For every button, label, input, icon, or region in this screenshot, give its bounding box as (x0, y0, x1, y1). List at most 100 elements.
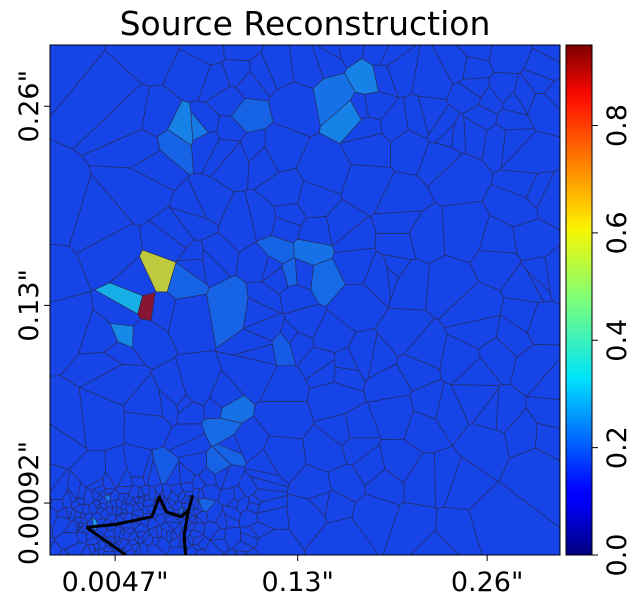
y-tick-label: 0.26" (14, 70, 45, 143)
pixel-cell (137, 536, 144, 545)
colorbar-tick-label: 0.2 (602, 426, 633, 469)
pixel-cell (97, 547, 105, 555)
pixel-cell (431, 45, 468, 85)
pixel-cell (78, 526, 83, 532)
pixel-cell (209, 538, 230, 555)
pixel-cell (490, 169, 538, 199)
pixel-cell (224, 513, 240, 529)
pixel-cell (154, 490, 162, 500)
pixel-cell (192, 523, 206, 534)
pixel-cell (223, 45, 265, 62)
colorbar-tick-label: 0.8 (602, 104, 633, 147)
pixel-cell (104, 444, 127, 489)
pixel-cell (333, 346, 359, 371)
pixel-cell (164, 515, 182, 524)
pixel-cell (244, 468, 290, 488)
pixel-cell (233, 550, 249, 555)
pixel-cell (176, 239, 204, 262)
pixel-cell (488, 45, 533, 75)
pixel-cell-highlighted (312, 72, 356, 127)
pixel-cell (135, 530, 148, 539)
pixel-cell (434, 123, 455, 148)
colorbar-tick-label: 0.6 (602, 211, 633, 254)
pixel-cell-highlighted (109, 323, 134, 349)
pixel-cell (96, 507, 106, 515)
pixel-cell (176, 394, 194, 414)
colorbar-ticks: 0.0 0.2 0.4 0.6 0.8 (592, 104, 633, 576)
pixel-cell (302, 423, 347, 473)
pixel-cell (297, 346, 336, 381)
pixel-cell (361, 45, 390, 66)
pixel-cell (77, 481, 87, 499)
pixel-cell (114, 536, 122, 544)
pixel-cell (105, 535, 116, 543)
pixel-cell-highlighted (281, 257, 298, 287)
pixel-cell (544, 244, 560, 305)
pixel-cell (177, 489, 186, 503)
pixel-cell (495, 383, 527, 434)
pixel-cell (324, 489, 356, 524)
pixel-cell (93, 547, 97, 554)
pixel-cell-highlighted (198, 497, 217, 513)
pixel-cell-highlighted (151, 446, 180, 484)
pixel-cell (75, 531, 87, 544)
colorbar-tick-label: 0.0 (602, 534, 633, 577)
pixel-cell (139, 542, 149, 555)
pixel-cell (133, 496, 140, 505)
y-tick-label: 0.13" (14, 269, 45, 342)
pixel-cell (104, 45, 180, 87)
pixel-cell-highlighted (156, 129, 194, 176)
colorbar-tick-label: 0.4 (602, 319, 633, 362)
x-tick-label: 0.13" (261, 567, 334, 598)
pixel-cell (132, 509, 145, 518)
caustic-line-1 (86, 494, 195, 529)
x-axis-ticks: 0.0047" 0.13" 0.26" (62, 555, 524, 598)
pixel-cell (102, 550, 115, 555)
pixel-cell (67, 488, 77, 504)
voronoi-cells (50, 45, 560, 555)
pixel-cell (131, 522, 141, 531)
pixel-cell-highlighted (231, 98, 274, 133)
pixel-cell (382, 254, 412, 279)
pixel-cell (188, 514, 196, 524)
pixel-cell (500, 262, 545, 303)
pixel-cell (235, 495, 250, 514)
pixel-cell-highlighted (178, 505, 184, 514)
y-axis-ticks: 0.00092" 0.13" 0.26" (14, 70, 50, 565)
pixel-cell-highlighted (104, 494, 111, 503)
pixel-cell (435, 507, 483, 555)
pixel-cell (50, 243, 92, 303)
plot-frame (49, 44, 561, 556)
pixel-cell (396, 353, 442, 392)
colorbar: 0.0 0.2 0.4 0.6 0.8 (565, 44, 633, 576)
y-tick-label: 0.00092" (14, 441, 45, 565)
pixel-cell (351, 443, 386, 487)
pixel-cell (209, 141, 249, 192)
plot-area (50, 45, 560, 555)
pixel-cell-highlighted (137, 292, 156, 321)
x-tick-label: 0.0047" (62, 567, 169, 598)
pixel-cell (306, 381, 367, 422)
pixel-cell (96, 493, 104, 502)
colorbar-gradient (565, 44, 593, 556)
pixel-cell (340, 164, 396, 217)
pixel-cell (57, 507, 70, 520)
pixel-cell (410, 45, 454, 101)
caustic-curve (85, 494, 195, 555)
pixel-cell-highlighted (271, 331, 296, 367)
pixel-cell-highlighted (310, 258, 346, 308)
pixel-cell (409, 530, 460, 555)
pixel-cell-highlighted (190, 110, 209, 142)
pixel-cell (425, 254, 479, 320)
pixel-cell-highlighted (93, 282, 143, 315)
pixel-cell (118, 511, 126, 516)
pixel-cell (165, 530, 173, 544)
pixel-cell (172, 524, 183, 538)
x-tick-label: 0.26" (451, 567, 524, 598)
pixel-cell (160, 527, 168, 540)
pixel-cell (167, 490, 180, 503)
pixel-cell (527, 93, 560, 138)
pixel-cell (105, 506, 113, 516)
pixel-cell-highlighted (206, 446, 232, 475)
